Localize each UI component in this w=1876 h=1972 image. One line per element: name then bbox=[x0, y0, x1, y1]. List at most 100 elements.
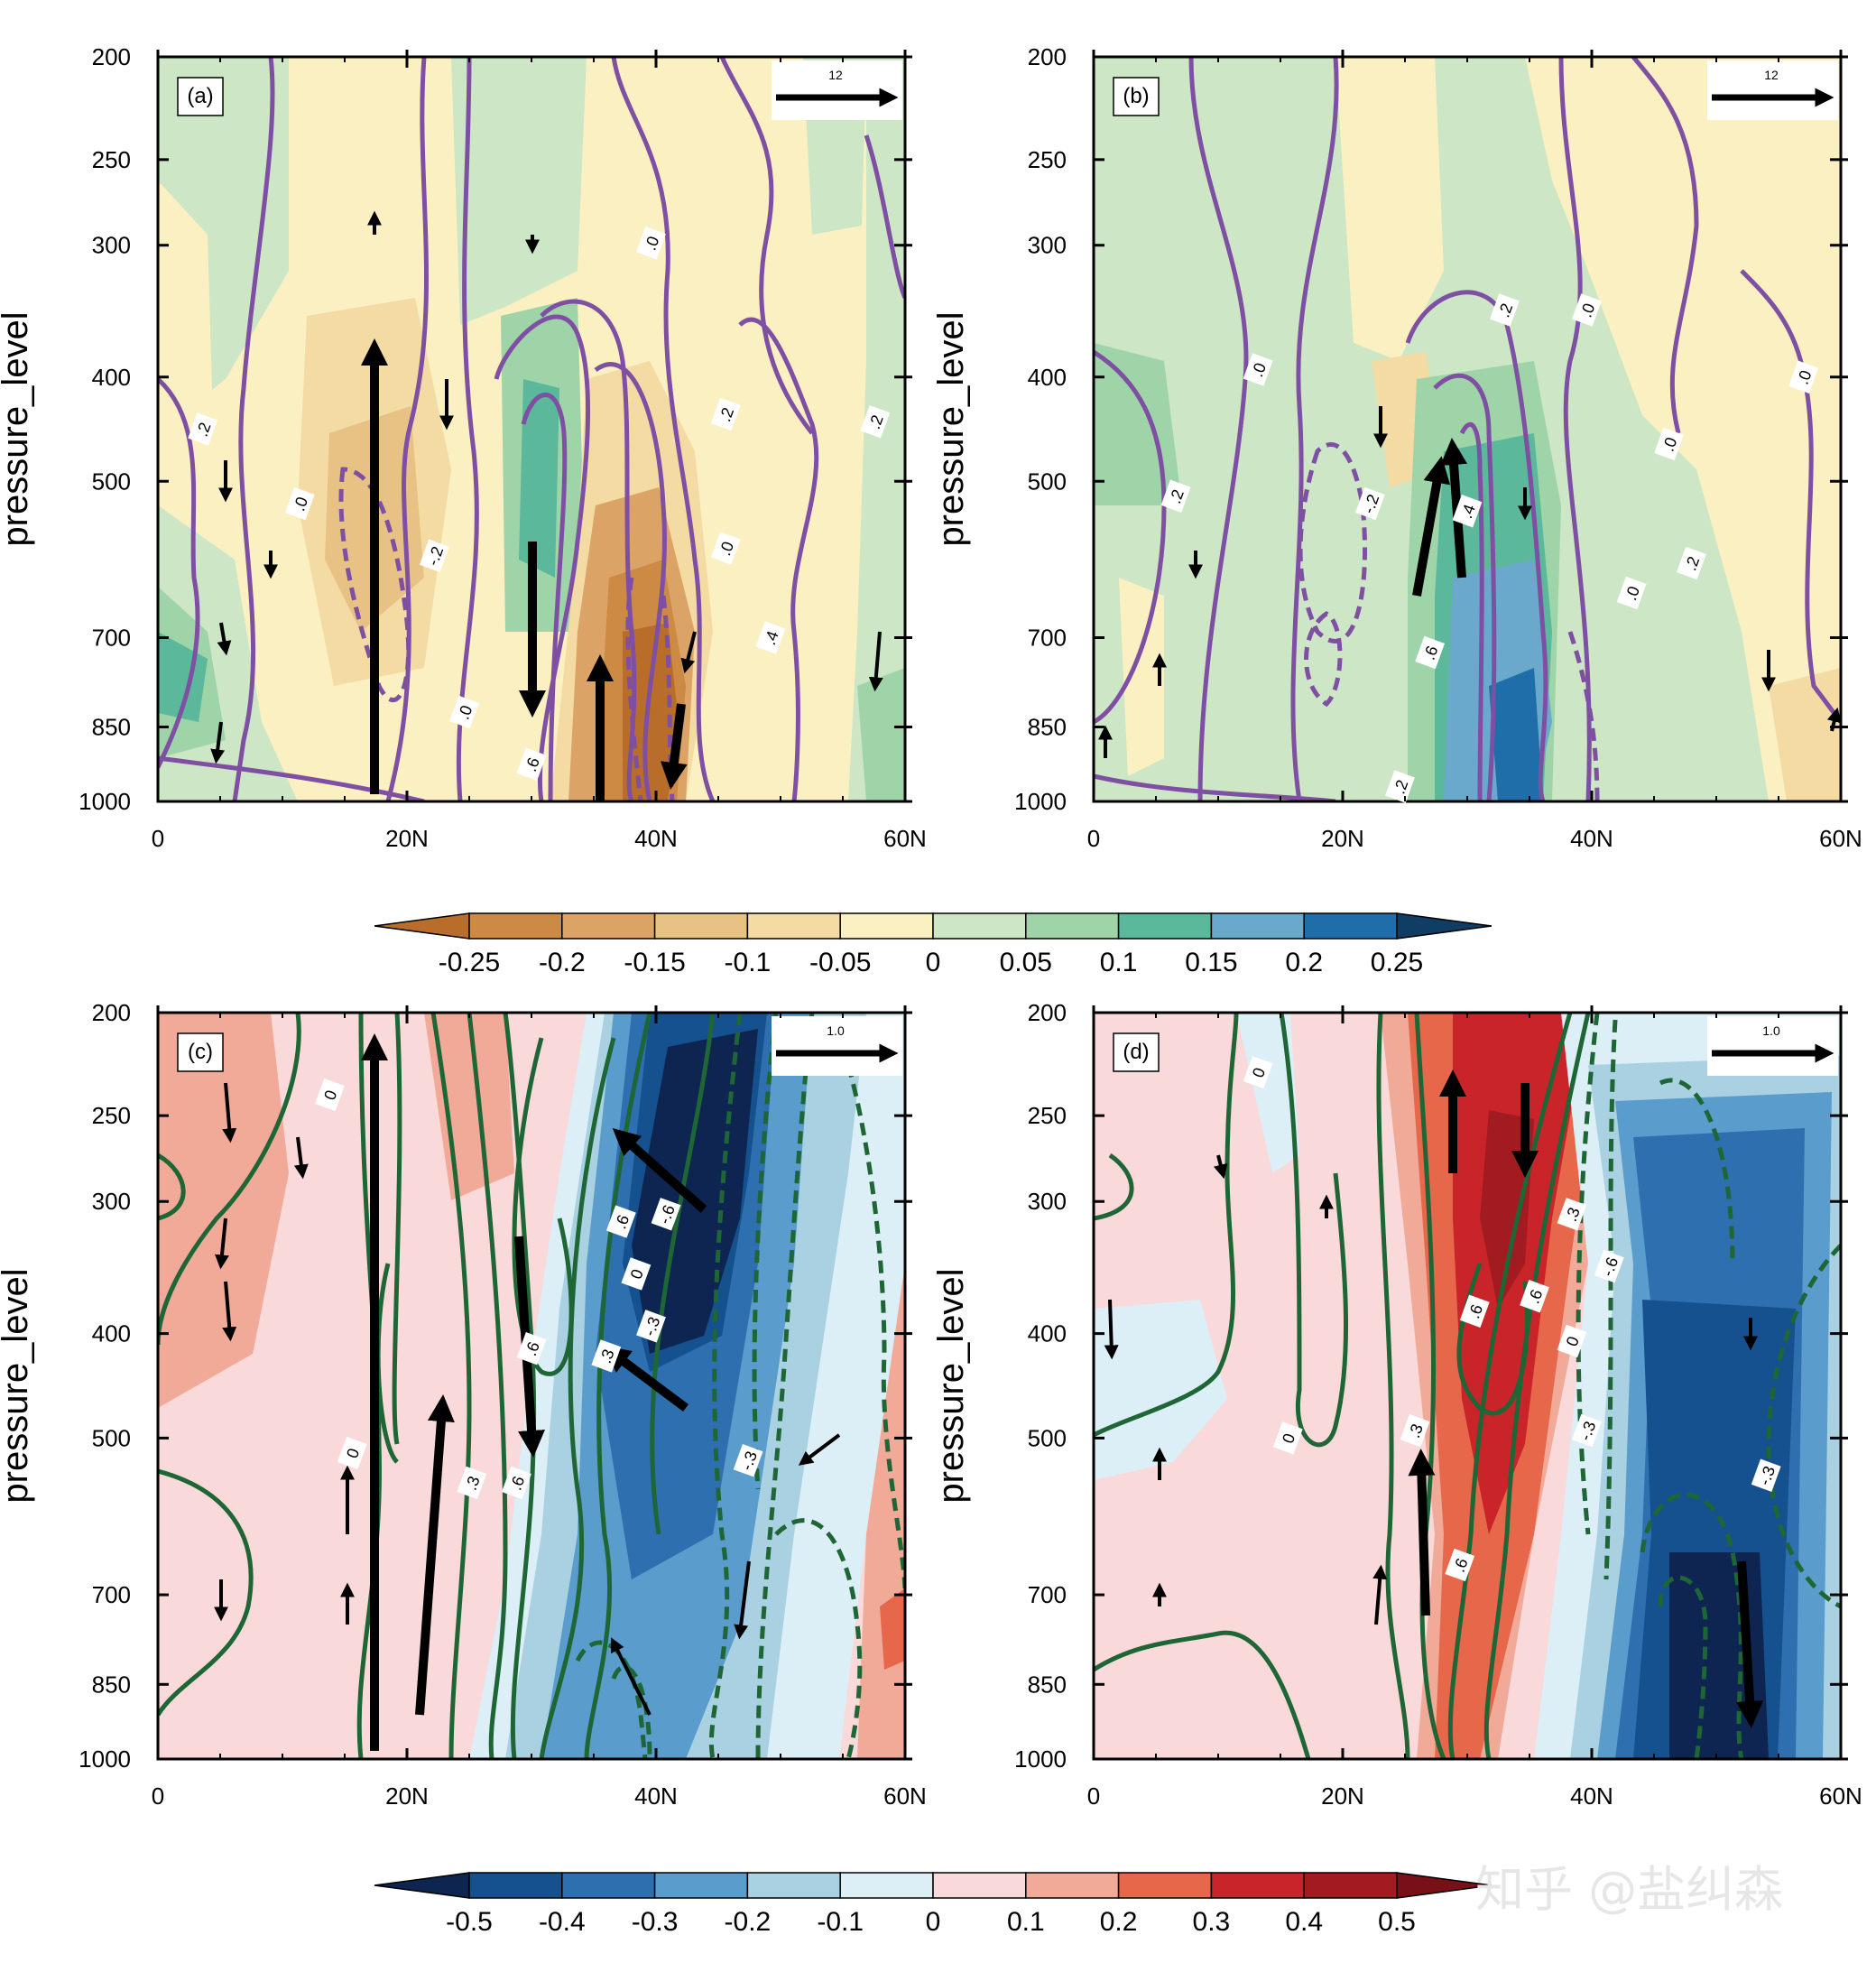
panel-b-refvec-label: 12 bbox=[1764, 68, 1779, 82]
panel-b-label: (b) bbox=[1123, 84, 1149, 108]
y-axis-title: pressure_level bbox=[931, 311, 971, 546]
colorbar-arrow-min bbox=[374, 912, 470, 940]
colorbar-label: -0.25 bbox=[439, 948, 500, 977]
y-tick-label: 700 bbox=[1028, 1581, 1067, 1608]
contour-label: .0 bbox=[1654, 427, 1684, 461]
contour-label: .0 bbox=[284, 486, 315, 521]
colorbar-box bbox=[468, 912, 563, 940]
colorbar-box bbox=[1210, 912, 1305, 940]
contour-label-text: .2 bbox=[716, 405, 737, 424]
y-tick-label: 300 bbox=[92, 232, 131, 259]
colorbar-label: -0.15 bbox=[624, 948, 685, 977]
contour-label-text: .0 bbox=[290, 495, 311, 514]
colorbar-box bbox=[561, 912, 656, 940]
contour-label-text: .6 bbox=[1450, 1556, 1472, 1575]
contour-label: .6 bbox=[1445, 1548, 1475, 1582]
contour-label: .6 bbox=[516, 1331, 547, 1366]
y-tick-label: 250 bbox=[1028, 1102, 1067, 1129]
contour-label-text: .2 bbox=[865, 412, 887, 431]
y-tick-label: 500 bbox=[92, 468, 131, 495]
x-tick-label: 0 bbox=[152, 825, 164, 852]
y-tick-label: 850 bbox=[1028, 714, 1067, 741]
colorbar-label: 0.5 bbox=[1378, 1907, 1416, 1937]
contour-label-text: .0 bbox=[1248, 360, 1270, 379]
colorbar-arrow-min bbox=[374, 1872, 470, 1899]
axes: 200 250 300 400 500 700 850 1000 0 20N 40N 60N press… bbox=[0, 43, 1862, 1810]
x-tick-label: 60N bbox=[883, 825, 927, 852]
y-tick-label: 400 bbox=[1028, 364, 1067, 391]
y-axis-title: pressure_level bbox=[0, 311, 35, 546]
contour-label: .6 bbox=[516, 747, 547, 781]
panel-a-refvec-label: 12 bbox=[828, 68, 843, 82]
y-tick-label: 250 bbox=[92, 146, 131, 173]
contour-label: .3 bbox=[1400, 1413, 1430, 1448]
colorbar-label: 0.2 bbox=[1100, 1907, 1138, 1937]
colorbar-label: 0.4 bbox=[1285, 1907, 1323, 1937]
colorbar-label: -0.3 bbox=[632, 1907, 679, 1937]
contour-label-text: .3 bbox=[462, 1474, 484, 1493]
contour-label: .6 bbox=[502, 1466, 531, 1500]
y-tick-label: 200 bbox=[92, 999, 131, 1026]
contour-label: .4 bbox=[755, 621, 786, 654]
contour-label: .0 bbox=[1788, 360, 1819, 393]
x-tick-label: 0 bbox=[1087, 1782, 1100, 1810]
colorbar-label: -0.1 bbox=[817, 1907, 864, 1937]
y-tick-label: 850 bbox=[92, 1671, 131, 1698]
colorbar-label: 0.1 bbox=[1007, 1907, 1045, 1937]
colorbar-box bbox=[1303, 912, 1398, 940]
x-tick-label: 40N bbox=[1570, 825, 1613, 852]
panel-b: 12 (b) .0 .2 .2 .0 -.2 .4 .6 .2 .0 .2 .0 .0 bbox=[1092, 55, 1843, 803]
contour-label: .2 bbox=[860, 405, 891, 439]
y-tick-label: 700 bbox=[92, 625, 131, 652]
x-tick-label: 20N bbox=[1321, 1782, 1364, 1810]
panel-a-contour-labels: .0 .2 .4 .6 -.2 .0 .2 .0 .2 .0 bbox=[188, 227, 891, 781]
contour-label: .2 bbox=[188, 412, 218, 446]
contour-label: .3 bbox=[1557, 1198, 1587, 1231]
contour-label: 0 bbox=[315, 1078, 345, 1112]
contour-label-text: .0 bbox=[454, 703, 476, 722]
y-tick-label: 300 bbox=[1028, 232, 1067, 259]
contour-label-text: .0 bbox=[641, 234, 662, 253]
y-tick-label: 1000 bbox=[1014, 788, 1067, 815]
colorbar-label: -0.4 bbox=[539, 1907, 586, 1937]
colorbar-box bbox=[653, 1872, 749, 1899]
x-tick-label: 40N bbox=[1570, 1782, 1613, 1810]
contour-label: .2 bbox=[1160, 479, 1191, 513]
contour-label-text: .6 bbox=[506, 1474, 528, 1493]
contour-label: .0 bbox=[1616, 576, 1647, 610]
colorbar-box bbox=[746, 912, 841, 940]
contour-label: .2 bbox=[1385, 770, 1415, 803]
colorbar-label: -0.05 bbox=[809, 948, 871, 977]
panel-d: 1.0 (d) 00.3.6.6.3-.60.6-.3-.3 bbox=[1092, 1011, 1843, 1761]
contour-label: .6 bbox=[605, 1205, 636, 1238]
y-tick-label: 850 bbox=[1028, 1671, 1067, 1698]
colorbar-box bbox=[1025, 912, 1120, 940]
y-tick-label: 1000 bbox=[79, 1745, 131, 1773]
contour-label: .3 bbox=[591, 1339, 622, 1373]
x-tick-label: 60N bbox=[883, 1782, 927, 1810]
colorbar-arrow-max bbox=[1396, 912, 1492, 940]
y-tick-label: 250 bbox=[92, 1102, 131, 1129]
colorbar-box bbox=[468, 1872, 563, 1899]
x-tick-label: 0 bbox=[152, 1782, 164, 1810]
colorbar-label: -0.2 bbox=[725, 1907, 772, 1937]
contour-label-text: .0 bbox=[1794, 368, 1816, 387]
colorbar-label: -0.2 bbox=[539, 948, 586, 977]
y-axis-title: pressure_level bbox=[0, 1268, 35, 1503]
colorbar-label: 0 bbox=[926, 948, 941, 977]
x-tick-label: 60N bbox=[1819, 825, 1862, 852]
colorbar-box bbox=[1117, 912, 1213, 940]
contour-label: .2 bbox=[710, 397, 741, 431]
panel-a: 12 (a) .0 .2 .4 .6 -.2 .0 .2 .0 .2 .0 bbox=[156, 55, 907, 803]
colorbar-box bbox=[1025, 1872, 1120, 1899]
y-tick-label: 250 bbox=[1028, 146, 1067, 173]
panel-d-contour-labels: 00.3.6.6.3-.60.6-.3-.3 bbox=[1243, 1055, 1781, 1582]
colorbar-label: 0.15 bbox=[1185, 948, 1237, 977]
x-tick-label: 60N bbox=[1819, 1782, 1862, 1810]
y-axis-title: pressure_level bbox=[931, 1268, 971, 1503]
contour-label: .0 bbox=[1572, 293, 1602, 327]
y-tick-label: 300 bbox=[92, 1188, 131, 1215]
y-tick-label: 700 bbox=[1028, 625, 1067, 652]
colorbar-box bbox=[1303, 1872, 1398, 1899]
colorbar-box bbox=[653, 912, 749, 940]
